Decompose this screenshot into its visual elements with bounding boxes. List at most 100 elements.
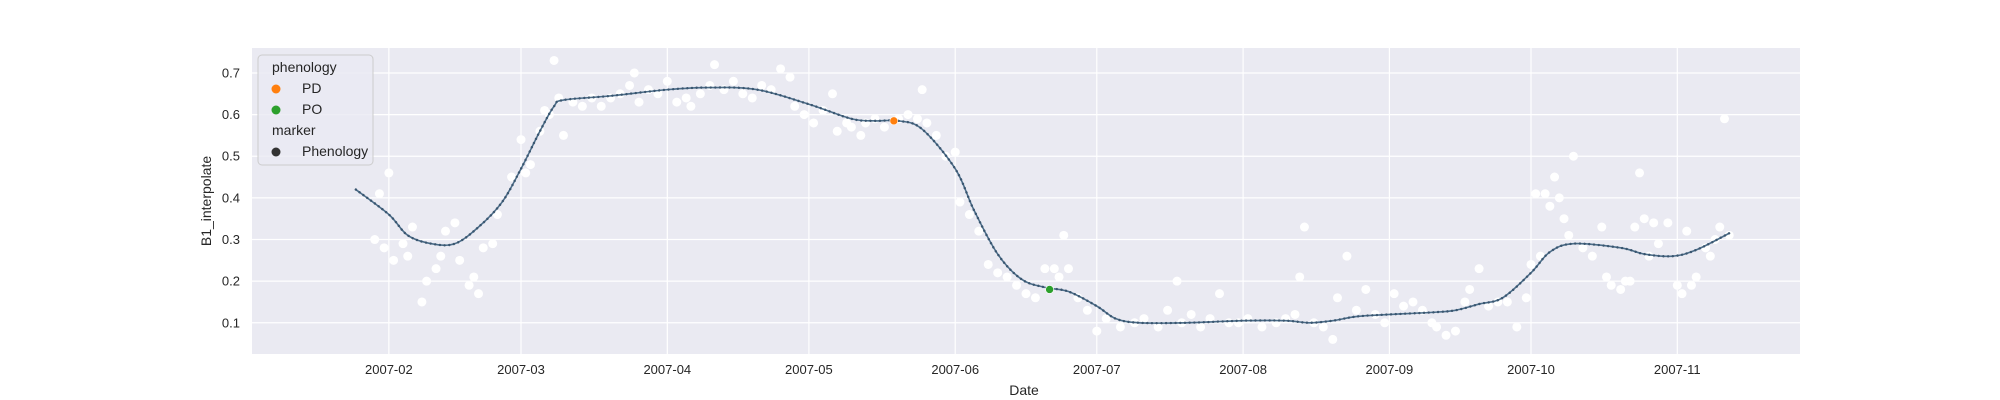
observation-point — [903, 110, 913, 120]
observation-point — [1719, 114, 1729, 124]
observation-point — [417, 297, 427, 307]
observation-point — [747, 93, 757, 103]
observation-point — [719, 85, 729, 95]
legend-title-phenology: phenology — [272, 59, 337, 75]
observation-point — [1063, 264, 1073, 274]
observation-point — [450, 218, 460, 228]
observation-point — [398, 239, 408, 249]
x-tick-label: 2007-04 — [643, 362, 691, 377]
x-tick-label: 2007-09 — [1366, 362, 1414, 377]
observation-point — [917, 85, 927, 95]
observation-point — [1465, 284, 1475, 294]
legend-label-po: PO — [302, 101, 322, 117]
x-tick-label: 2007-11 — [1654, 362, 1701, 377]
observation-point — [596, 101, 606, 111]
y-tick-label: 0.6 — [222, 107, 240, 122]
observation-point — [1460, 297, 1470, 307]
observation-point — [1399, 301, 1409, 311]
observation-point — [1663, 218, 1673, 228]
observation-point — [1686, 280, 1696, 290]
observation-point — [1450, 326, 1460, 336]
y-tick-label: 0.4 — [222, 190, 240, 205]
observation-point — [1649, 218, 1659, 228]
observation-point — [1691, 272, 1701, 282]
observation-point — [1625, 276, 1635, 286]
observation-point — [1540, 189, 1550, 199]
observation-point — [1059, 230, 1069, 240]
observation-point — [809, 118, 819, 128]
observation-point — [1564, 230, 1574, 240]
observation-point — [1545, 201, 1555, 211]
legend-marker-phenology — [271, 147, 281, 157]
observation-point — [1715, 222, 1725, 232]
observation-point — [1587, 251, 1597, 261]
observation-point — [1172, 276, 1182, 286]
legend-box — [257, 54, 374, 166]
observation-point — [1521, 293, 1531, 303]
observation-point — [879, 122, 889, 132]
observation-point — [1606, 280, 1616, 290]
observation-point — [993, 268, 1003, 278]
observation-point — [1153, 322, 1163, 332]
interpolated-curve — [354, 86, 1731, 325]
observation-point — [1630, 222, 1640, 232]
observation-point — [469, 272, 479, 282]
observation-point — [1602, 272, 1611, 282]
observation-point — [1318, 322, 1328, 332]
observation-point — [384, 168, 394, 178]
observation-point — [1186, 309, 1196, 319]
observation-point — [1243, 314, 1253, 324]
observation-point — [1012, 280, 1022, 290]
observation-point — [1002, 272, 1012, 282]
observation-point — [922, 118, 932, 128]
phenology-point-pd — [889, 116, 899, 126]
observation-point — [1724, 230, 1734, 240]
observation-point — [521, 168, 531, 178]
phenology-points — [889, 116, 1054, 294]
interpolated-daily-markers — [354, 86, 1731, 325]
y-tick-label: 0.5 — [222, 149, 240, 164]
observation-point — [1432, 322, 1442, 332]
observation-point — [1559, 214, 1569, 224]
legend-marker-po — [271, 105, 281, 115]
x-tick-label: 2007-05 — [785, 362, 833, 377]
y-axis-ticks: 0.1 0.2 0.3 0.4 0.5 0.6 0.7 — [222, 65, 240, 330]
observation-point — [1215, 289, 1224, 299]
observation-point — [478, 243, 488, 253]
observation-point — [828, 89, 837, 99]
observation-point — [799, 110, 809, 120]
observation-point — [1389, 289, 1399, 299]
grid-lines — [252, 48, 1800, 354]
observation-point — [950, 147, 960, 157]
observation-point — [455, 255, 465, 265]
x-tick-label: 2007-10 — [1507, 362, 1555, 377]
observation-point — [1163, 305, 1173, 315]
y-tick-label: 0.3 — [222, 232, 240, 247]
observation-point — [710, 60, 720, 70]
observation-point — [1474, 264, 1484, 274]
observation-point — [474, 289, 484, 299]
x-axis-label: Date — [1009, 382, 1039, 398]
observation-point — [686, 101, 696, 111]
observation-point — [516, 135, 526, 145]
legend-label-pd: PD — [302, 80, 321, 96]
observation-point — [790, 101, 800, 111]
observation-point — [403, 251, 413, 261]
observation-point — [1441, 330, 1451, 340]
observation-point — [1677, 289, 1687, 299]
x-tick-label: 2007-03 — [497, 362, 545, 377]
observation-point — [389, 255, 399, 265]
observation-point — [662, 76, 672, 86]
observation-point — [728, 76, 738, 86]
observation-point — [1049, 264, 1059, 274]
observation-point — [1653, 239, 1663, 249]
x-tick-label: 2007-02 — [365, 362, 413, 377]
observation-point — [1635, 168, 1645, 178]
observation-point — [1224, 318, 1234, 328]
observation-point — [422, 276, 432, 286]
observation-point — [441, 226, 450, 236]
observation-point — [1568, 151, 1578, 161]
y-tick-label: 0.2 — [222, 274, 240, 289]
observation-point — [1682, 226, 1692, 236]
observation-point — [492, 210, 502, 220]
